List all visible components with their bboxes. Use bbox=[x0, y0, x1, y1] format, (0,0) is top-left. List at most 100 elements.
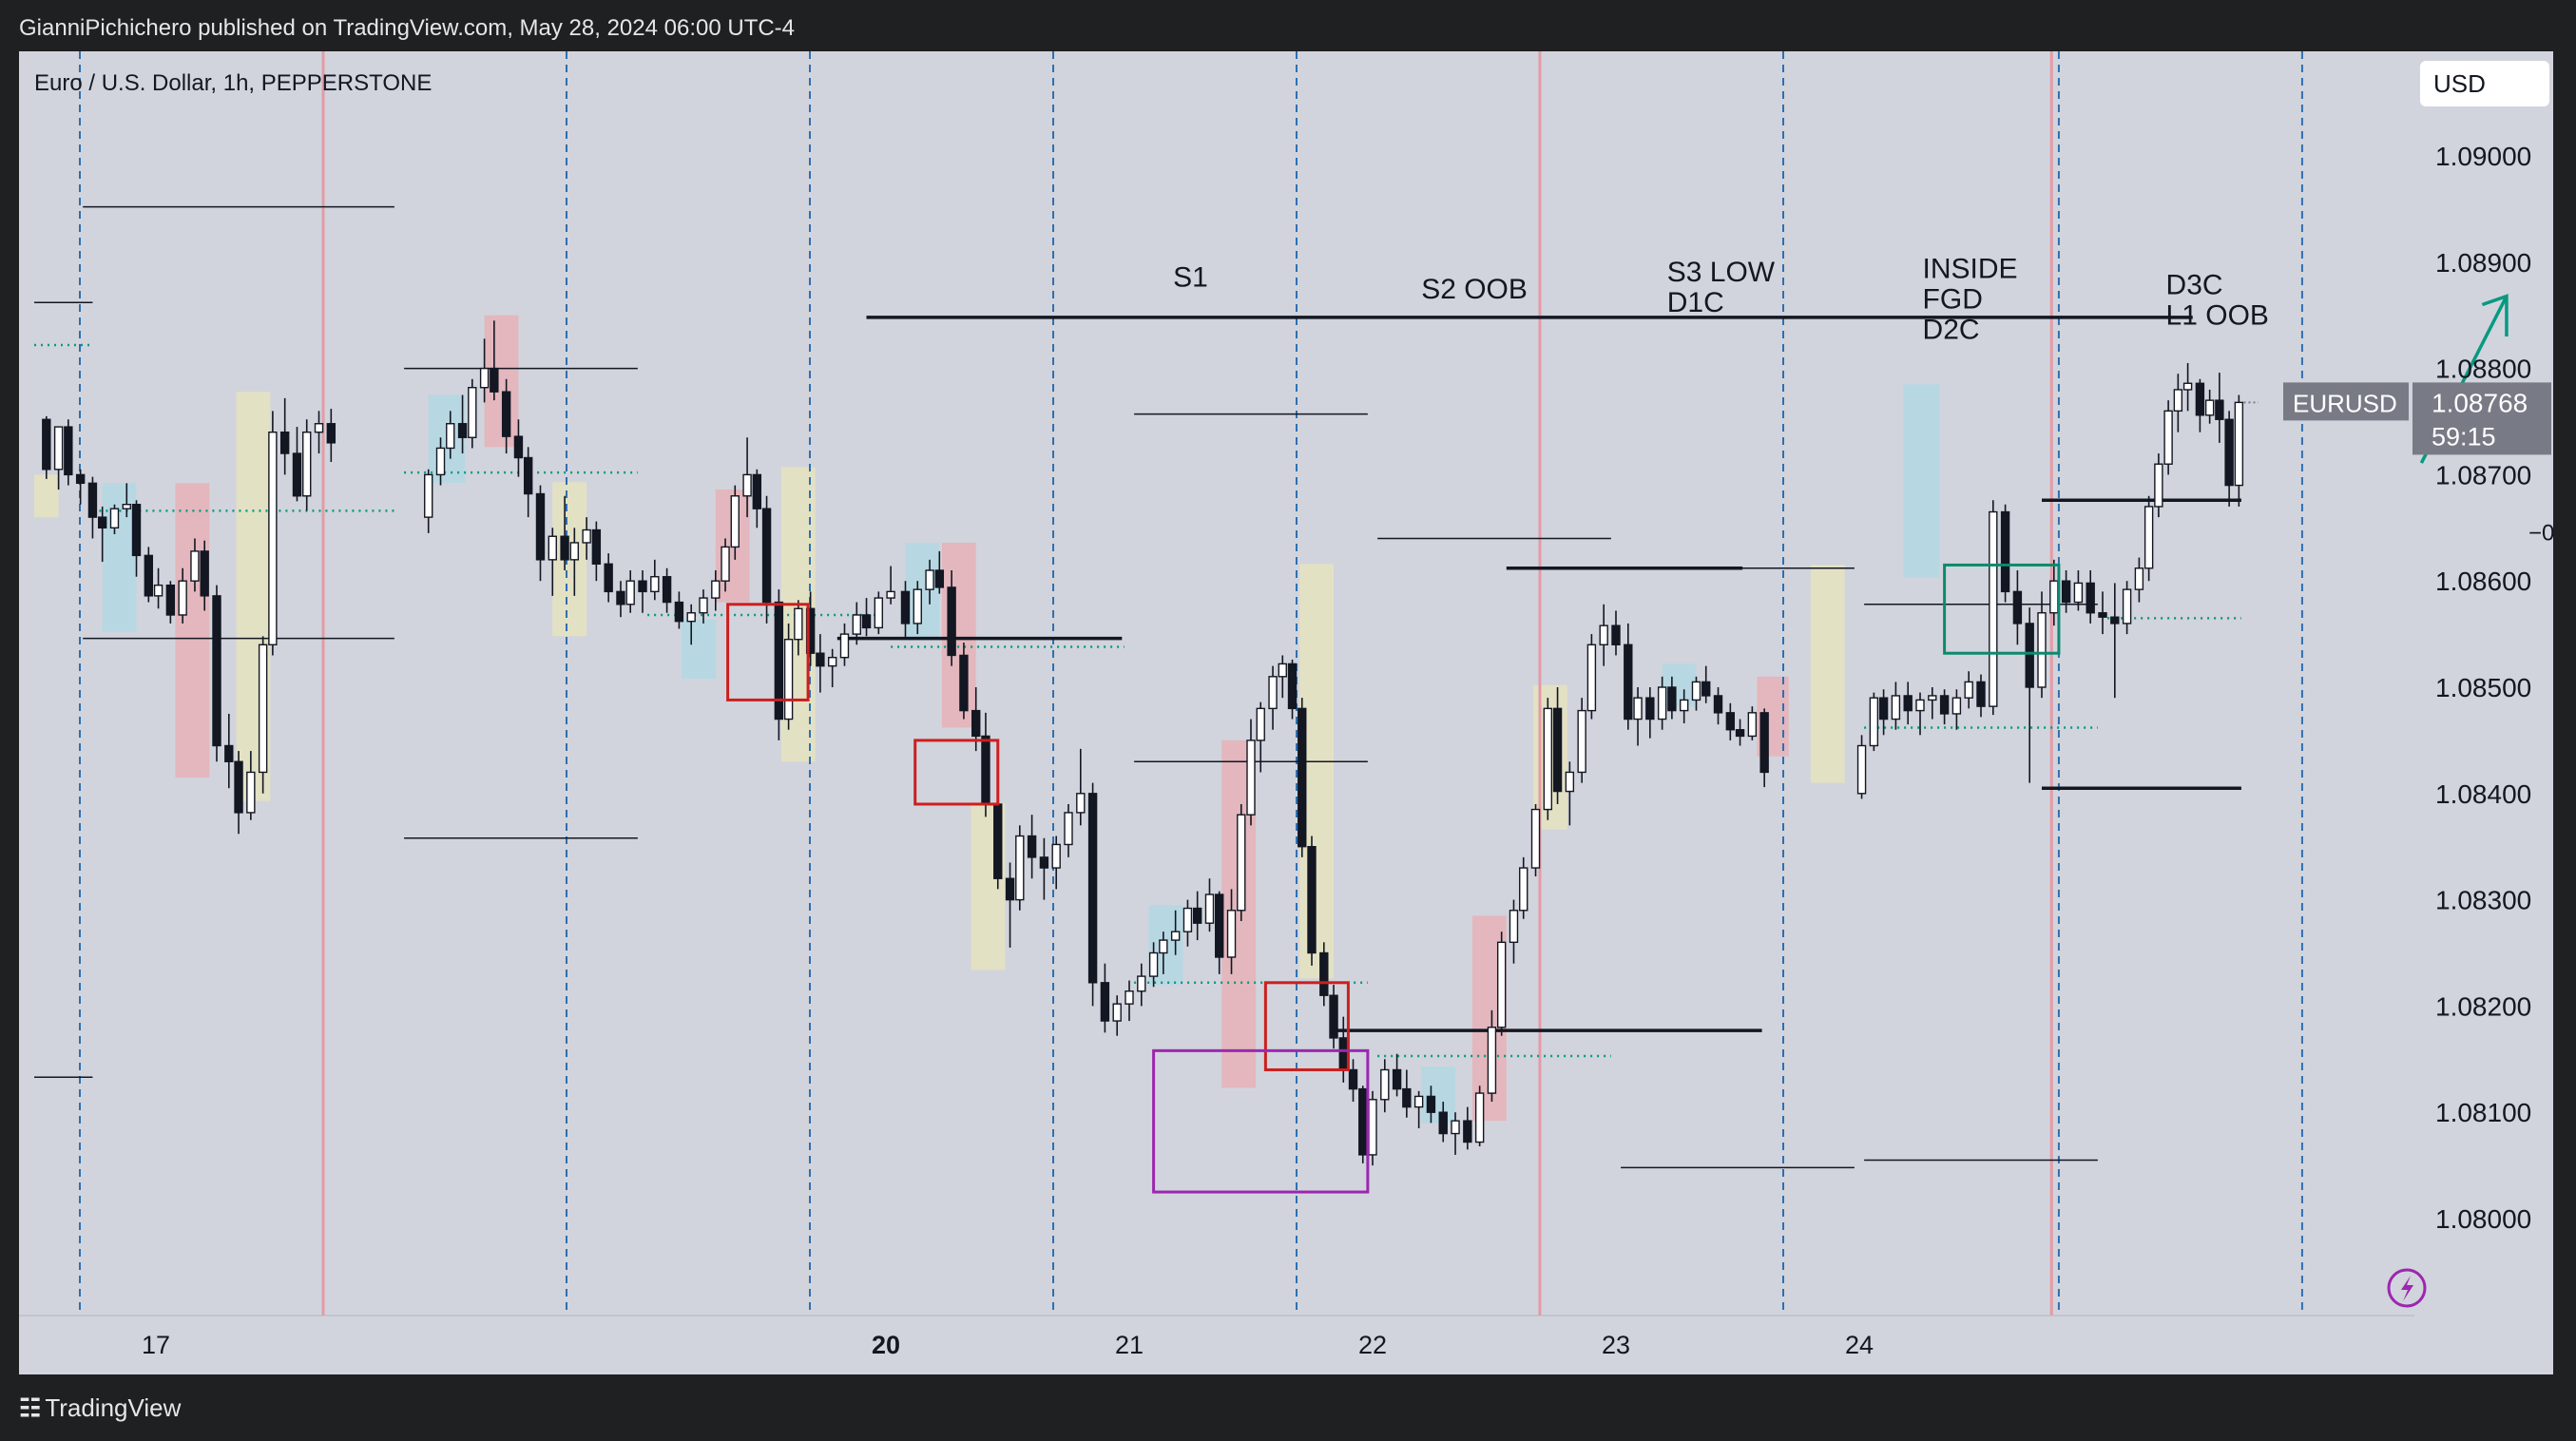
session-box bbox=[1810, 565, 1845, 783]
bull-candle bbox=[582, 528, 591, 544]
bull-candle bbox=[479, 367, 490, 389]
currency-button[interactable]: USD bbox=[2420, 61, 2549, 106]
bull-candle bbox=[852, 614, 861, 635]
bear-candle bbox=[1338, 1037, 1348, 1071]
session-box bbox=[552, 482, 587, 637]
bull-candle bbox=[721, 546, 730, 582]
bull-candle bbox=[302, 431, 312, 497]
price-tick-label: 1.08900 bbox=[2435, 248, 2531, 278]
bull-candle bbox=[783, 638, 794, 720]
bear-candle bbox=[1976, 681, 1986, 707]
bull-candle bbox=[913, 588, 922, 624]
bear-candle bbox=[1039, 856, 1049, 869]
session-box bbox=[941, 542, 976, 728]
session-box bbox=[102, 483, 137, 632]
bull-candle bbox=[1474, 1092, 1485, 1143]
bull-candle bbox=[1519, 867, 1528, 912]
bull-candle bbox=[2182, 382, 2193, 391]
bear-candle bbox=[1426, 1095, 1436, 1113]
price-tick-label: 1.08000 bbox=[2435, 1204, 2531, 1234]
bull-candle bbox=[548, 535, 557, 561]
bear-candle bbox=[816, 652, 825, 667]
bull-candle bbox=[1204, 893, 1215, 924]
bear-candle bbox=[224, 744, 234, 762]
symbol-description: Euro / U.S. Dollar, 1h, PEPPERSTONE bbox=[34, 70, 433, 96]
bear-candle bbox=[523, 456, 533, 495]
bear-candle bbox=[1348, 1068, 1358, 1090]
bull-candle bbox=[1015, 835, 1025, 901]
bull-candle bbox=[2154, 463, 2163, 508]
bull-candle bbox=[1380, 1068, 1390, 1101]
bull-candle bbox=[2163, 410, 2173, 465]
bear-candle bbox=[981, 735, 990, 805]
ticker-label: EURUSD bbox=[2293, 389, 2397, 417]
bull-candle bbox=[1657, 686, 1667, 720]
bear-candle bbox=[326, 423, 336, 444]
bull-candle bbox=[742, 473, 752, 497]
bull-candle bbox=[1586, 644, 1597, 712]
bear-candle bbox=[42, 418, 51, 471]
bear-candle bbox=[75, 473, 86, 485]
bull-candle bbox=[1530, 808, 1541, 869]
bull-candle bbox=[1964, 681, 1973, 699]
bear-candle bbox=[97, 516, 107, 528]
bull-candle bbox=[686, 612, 696, 623]
bear-candle bbox=[200, 550, 209, 597]
bear-candle bbox=[638, 580, 647, 593]
chart-area[interactable]: S1 S2 OOB S3 LOW D1C INSIDE FGD D2C D3C L1 OOB −… bbox=[19, 51, 2553, 1374]
footer-brand[interactable]: ☷ TradingView bbox=[19, 1393, 181, 1423]
bear-candle bbox=[144, 554, 154, 597]
price-tick-label: 1.08300 bbox=[2435, 886, 2531, 915]
bull-candle bbox=[178, 580, 187, 616]
bull-candle bbox=[2037, 612, 2047, 688]
bull-candle bbox=[1112, 1003, 1122, 1022]
bear-candle bbox=[2215, 399, 2224, 420]
bull-candle bbox=[1856, 744, 1867, 795]
session-box bbox=[1903, 384, 1940, 578]
bear-candle bbox=[591, 528, 602, 566]
bull-candle bbox=[1256, 707, 1265, 741]
candlestick-chart[interactable]: S1 S2 OOB S3 LOW D1C INSIDE FGD D2C D3C L1 OOB −… bbox=[19, 51, 2553, 1374]
bear-candle bbox=[2025, 623, 2034, 688]
bear-candle bbox=[1939, 695, 1950, 715]
session-box bbox=[905, 542, 940, 639]
bull-candle bbox=[794, 607, 803, 641]
red-box-2 bbox=[913, 739, 1000, 806]
session-box bbox=[484, 315, 519, 448]
time-tick-label: 23 bbox=[1602, 1331, 1630, 1359]
bear-candle bbox=[87, 482, 98, 518]
bull-candle bbox=[1951, 697, 1962, 715]
bull-candle bbox=[246, 771, 256, 814]
bear-candle bbox=[861, 614, 872, 629]
bear-candle bbox=[2110, 616, 2120, 624]
time-tick-label: 21 bbox=[1115, 1331, 1144, 1359]
bear-candle bbox=[934, 569, 945, 588]
session-box bbox=[681, 619, 716, 680]
bull-candle bbox=[446, 423, 455, 450]
bear-candle bbox=[2195, 382, 2205, 416]
annotation-label: S2 OOB bbox=[1421, 274, 1528, 305]
time-tick-label: 17 bbox=[142, 1331, 170, 1359]
bear-candle bbox=[1287, 663, 1298, 710]
bull-candle bbox=[122, 504, 131, 509]
bear-candle bbox=[212, 595, 221, 747]
bear-candle bbox=[560, 535, 569, 561]
bull-candle bbox=[1076, 793, 1086, 814]
green-arrow-head bbox=[2481, 294, 2509, 337]
measure-label: −0.00176 (−0.16%) −17.6 bbox=[2528, 521, 2553, 547]
bull-candle bbox=[1599, 624, 1608, 645]
bear-candle bbox=[674, 601, 684, 623]
bear-candle bbox=[604, 563, 613, 593]
bull-candle bbox=[268, 431, 278, 645]
bull-candle bbox=[711, 580, 721, 599]
bull-candle bbox=[314, 423, 324, 433]
bull-candle bbox=[625, 580, 635, 605]
bull-candle bbox=[1577, 709, 1586, 774]
bear-candle bbox=[1402, 1087, 1412, 1108]
bar-countdown-label: 59:15 bbox=[2432, 422, 2496, 451]
bull-candle bbox=[1543, 707, 1553, 811]
bull-candle bbox=[435, 447, 446, 476]
bear-candle bbox=[1319, 951, 1329, 996]
price-tick-label: 1.08700 bbox=[2435, 460, 2531, 490]
bear-candle bbox=[1307, 846, 1317, 954]
